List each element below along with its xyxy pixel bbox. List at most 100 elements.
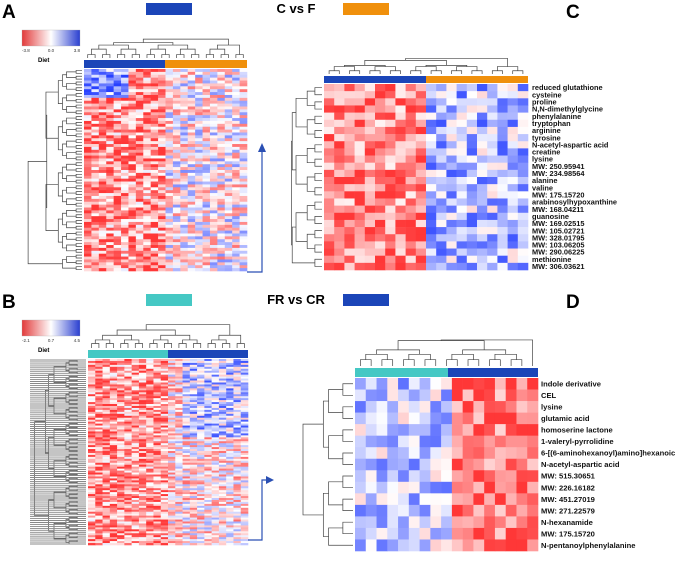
heat-cell (91, 132, 100, 136)
heat-cell (226, 429, 234, 432)
heat-cell (91, 152, 100, 156)
heat-cell (517, 205, 529, 214)
heat-cell (143, 253, 151, 257)
heat-cell (224, 219, 233, 223)
heat-cell (217, 236, 226, 240)
heat-cell (109, 521, 118, 524)
heat-cell (84, 213, 92, 217)
heat-cell (497, 241, 508, 249)
heat-cell (233, 513, 242, 516)
heat-cell (395, 191, 406, 199)
heat-cell (98, 135, 107, 139)
heat-cell (95, 509, 103, 513)
heat-cell (517, 262, 529, 271)
heat-cell (507, 134, 519, 142)
heat-cell (117, 427, 125, 430)
heat-cell (426, 191, 437, 199)
heat-cell (211, 513, 220, 516)
heat-cell (84, 190, 92, 194)
heat-cell (131, 419, 140, 422)
heat-cell (153, 537, 162, 540)
heat-cell (124, 484, 132, 487)
color-key-a-min: -3.8 (22, 48, 30, 53)
heat-cell (324, 162, 335, 171)
heat-cell (175, 515, 183, 518)
heat-cell (88, 407, 96, 411)
heat-cell (146, 376, 154, 379)
heat-cell (233, 372, 242, 375)
heat-cell (505, 447, 517, 460)
heat-cell (91, 109, 100, 113)
dendrogram-branch (53, 366, 66, 383)
heat-cell (175, 384, 183, 387)
heat-cell (182, 384, 191, 387)
heat-cell (233, 368, 242, 372)
dendrogram-branch (75, 231, 82, 236)
heat-cell (197, 533, 205, 536)
heat-cell (102, 392, 111, 395)
heat-cell (217, 193, 226, 197)
heat-cell (160, 392, 169, 395)
heat-cell (211, 458, 220, 462)
heat-cell (204, 421, 212, 424)
heat-cell (233, 411, 242, 415)
dendrogram-branch (306, 233, 315, 249)
heat-cell (138, 460, 147, 464)
heat-cell (204, 441, 212, 444)
heat-cell (146, 447, 154, 450)
heat-cell (131, 492, 140, 495)
heat-cell (197, 462, 205, 466)
heat-cell (387, 539, 399, 552)
heat-cell (138, 433, 147, 436)
heat-cell (168, 392, 176, 395)
dendrogram-branch (87, 54, 96, 58)
heat-cell (175, 445, 183, 448)
heat-cell (195, 256, 203, 260)
heat-cell (226, 415, 234, 419)
heat-cell (204, 454, 212, 458)
heat-cell (211, 474, 220, 477)
heat-cell (98, 86, 107, 90)
heat-cell (113, 210, 122, 214)
heat-cell (218, 454, 227, 458)
heat-cell (226, 384, 234, 387)
heat-cell (102, 482, 111, 485)
heat-cell (494, 470, 506, 483)
heat-cell (211, 447, 220, 450)
heat-cell (233, 370, 242, 374)
heat-cell (91, 221, 100, 226)
heat-cell (189, 482, 198, 485)
heat-cell (88, 507, 96, 511)
heat-cell (197, 498, 205, 501)
heat-cell (158, 253, 166, 257)
heat-cell (324, 191, 335, 199)
heat-cell (218, 460, 227, 464)
heat-cell (232, 71, 240, 76)
heat-cell (197, 359, 205, 362)
heat-cell (98, 265, 107, 269)
heat-cell (239, 94, 248, 99)
heat-cell (160, 443, 169, 446)
dendrogram-branch (306, 90, 315, 106)
heat-cell (473, 470, 485, 483)
heat-cell (131, 523, 140, 526)
heat-cell (98, 152, 107, 156)
heat-cell (211, 472, 220, 475)
heat-cell (505, 389, 517, 402)
heat-cell (187, 230, 196, 234)
heat-cell (527, 493, 539, 506)
heat-cell (98, 184, 107, 188)
feature-label-c: MW: 169.02515 (532, 219, 584, 228)
heat-cell (165, 77, 174, 81)
heat-cell (128, 236, 137, 240)
heat-cell (138, 392, 147, 395)
heat-cell (102, 480, 111, 483)
heat-cell (395, 169, 406, 178)
heat-cell (146, 460, 154, 464)
heat-cell (150, 149, 159, 153)
heat-cell (473, 504, 485, 517)
heat-cell (117, 447, 125, 450)
heat-cell (124, 533, 132, 536)
heat-cell (517, 105, 529, 113)
